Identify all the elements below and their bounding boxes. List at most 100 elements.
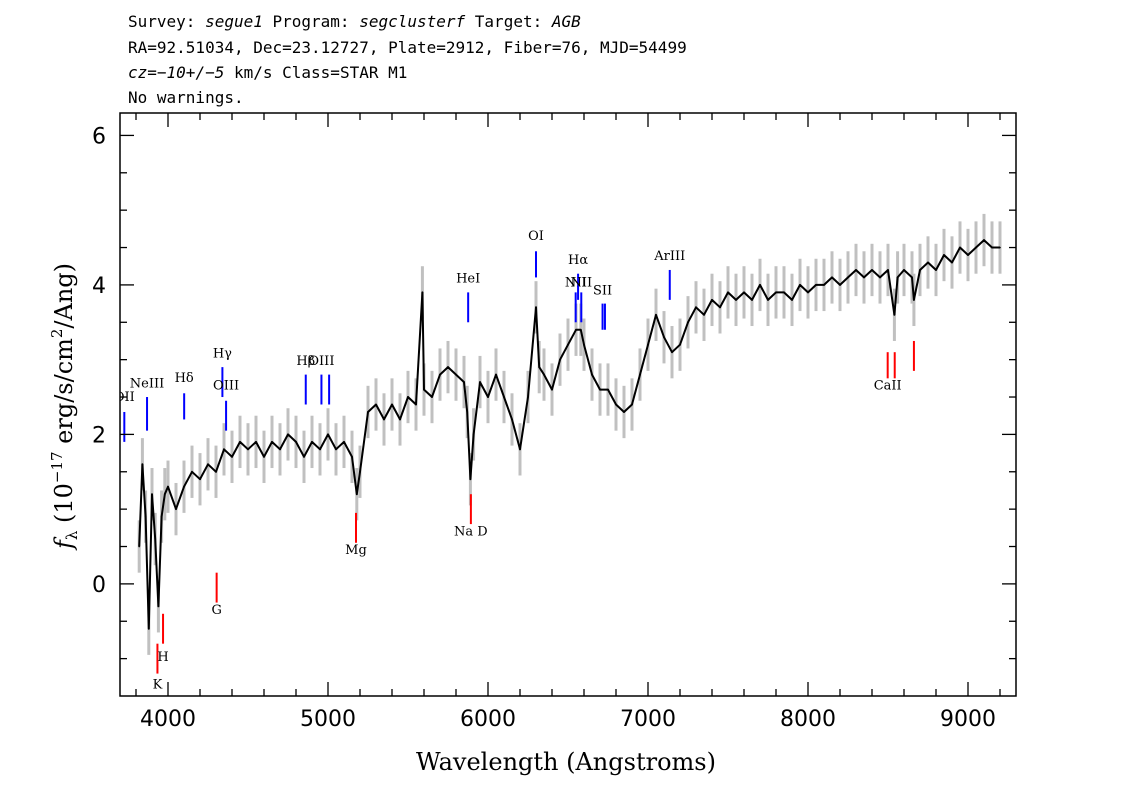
flux-point	[639, 373, 641, 376]
y-tick-label: 0	[92, 573, 106, 598]
flux-point	[887, 269, 889, 271]
x-tick-label: 8000	[780, 707, 836, 732]
flux-point	[663, 336, 665, 339]
flux-point	[469, 478, 472, 481]
program-prefix: Program:	[262, 12, 360, 31]
class-text: km/s Class=STAR M1	[224, 63, 408, 82]
flux-point	[783, 291, 785, 294]
flux-point	[356, 493, 358, 495]
y-title-pre: (10	[50, 483, 78, 531]
flux-point	[893, 314, 896, 316]
flux-point	[580, 328, 582, 331]
flux-point	[975, 246, 977, 249]
header-line-4: No warnings.	[128, 88, 244, 107]
flux-point	[164, 493, 166, 495]
target-value: AGB	[551, 12, 581, 31]
flux-point	[199, 478, 201, 481]
flux-point	[175, 508, 177, 510]
y-title-post: /Ang)	[50, 263, 78, 329]
flux-point	[160, 515, 163, 518]
flux-point	[167, 485, 169, 488]
flux-point	[983, 239, 985, 241]
flux-point	[487, 396, 489, 398]
emission-line-label: OII	[114, 390, 135, 405]
emission-line-label: Hα	[568, 253, 588, 268]
flux-point	[466, 411, 469, 413]
flux-point	[138, 545, 140, 548]
axes: 4000 5000 6000 7000 8000 9000 0 2 4 6	[92, 112, 1017, 732]
flux-point	[141, 463, 144, 466]
flux-point	[439, 373, 441, 376]
flux-point	[591, 373, 593, 376]
flux-point	[967, 254, 969, 256]
flux-point	[154, 538, 156, 540]
header-line-1: Survey: segue1 Program: segclusterf Targ…	[128, 12, 581, 31]
flux-point	[527, 396, 529, 398]
flux-point	[431, 396, 433, 398]
flux-point	[327, 433, 329, 436]
program-value: segclusterf	[359, 12, 466, 31]
flux-line	[138, 239, 1000, 630]
flux-point	[839, 284, 841, 286]
plot-frame	[119, 112, 1017, 697]
flux-point	[495, 373, 497, 376]
flux-point	[855, 269, 857, 271]
absorption-line-label: Mg	[345, 543, 367, 558]
absorption-line-label: H	[157, 650, 168, 665]
flux-point	[399, 418, 401, 421]
flux-point	[703, 314, 705, 316]
y-tick-label: 6	[92, 124, 106, 149]
emission-line-label: ArIII	[653, 249, 685, 264]
absorption-line-label: CaII	[874, 379, 902, 394]
flux-point	[807, 291, 809, 294]
flux-point	[311, 441, 313, 443]
flux-point	[263, 456, 265, 458]
flux-point	[351, 456, 353, 458]
header-line-2: RA=92.51034, Dec=23.12727, Plate=2912, F…	[128, 38, 687, 57]
flux-point	[823, 284, 825, 286]
y-title-exp1: −17	[48, 451, 66, 483]
emission-line-label: Hβ	[296, 354, 315, 369]
x-tick-label: 6000	[460, 707, 516, 732]
flux-point	[831, 276, 833, 279]
flux-point	[615, 403, 617, 406]
x-tick-label: 4000	[140, 707, 196, 732]
cz-symbol: cz	[128, 63, 148, 82]
flux-point	[567, 343, 569, 346]
flux-point	[711, 299, 713, 301]
flux-point	[215, 470, 217, 473]
flux-point	[695, 306, 697, 309]
flux-point	[303, 456, 305, 458]
flux-point	[927, 261, 929, 264]
flux-point	[191, 470, 193, 473]
absorption-line-label: Na D	[454, 524, 488, 539]
flux-point	[157, 605, 160, 608]
flux-point	[207, 463, 209, 466]
flux-point	[503, 396, 505, 398]
cz-equals: =	[147, 63, 157, 82]
flux-point	[423, 388, 425, 391]
y-title-mid: erg/s/cm	[50, 338, 78, 452]
flux-point	[759, 284, 761, 286]
flux-point	[447, 366, 449, 368]
flux-point	[631, 403, 633, 406]
flux-point	[279, 448, 281, 451]
flux-point	[607, 388, 609, 391]
survey-prefix: Survey:	[128, 12, 206, 31]
flux-point	[151, 493, 153, 495]
flux-point	[583, 343, 585, 346]
flux-point	[511, 418, 513, 421]
flux-point	[935, 269, 937, 271]
flux-point	[815, 284, 817, 286]
emission-line-label: Hδ	[175, 371, 194, 386]
flux-point	[647, 343, 649, 346]
flux-point	[375, 403, 377, 406]
flux-point	[743, 291, 745, 294]
flux-point	[991, 246, 993, 249]
x-tick-label: 9000	[940, 707, 996, 732]
flux-point	[896, 276, 899, 279]
flux-point	[421, 291, 424, 294]
emission-line-label: OIII	[308, 354, 334, 369]
